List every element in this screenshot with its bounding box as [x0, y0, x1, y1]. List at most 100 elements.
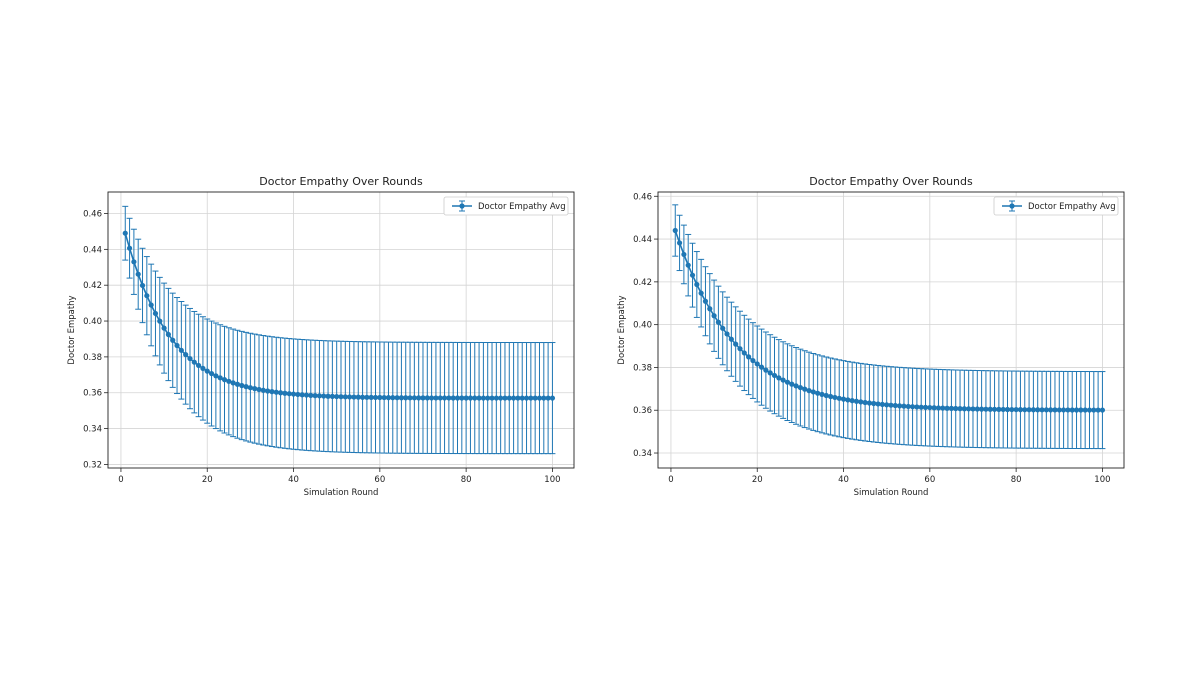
data-point: [754, 361, 760, 367]
data-point: [884, 402, 890, 408]
data-point: [213, 373, 219, 379]
data-point: [493, 395, 499, 401]
x-tick-label: 20: [202, 475, 213, 485]
data-point: [1004, 406, 1011, 413]
x-tick-label: 80: [461, 475, 472, 485]
x-tick-label: 40: [288, 475, 299, 485]
data-point: [862, 399, 868, 406]
data-point: [312, 393, 318, 399]
data-point: [545, 395, 551, 401]
data-point: [996, 406, 1002, 412]
data-point: [472, 395, 478, 401]
data-point: [797, 384, 803, 391]
data-point: [265, 388, 271, 394]
data-point: [776, 375, 782, 381]
data-point: [1086, 407, 1093, 413]
data-point: [784, 379, 791, 385]
data-point: [931, 405, 937, 411]
data-point: [948, 405, 955, 411]
x-tick-label: 60: [374, 475, 385, 485]
data-point: [720, 325, 726, 331]
series-line: [674, 230, 1103, 411]
data-point: [702, 298, 709, 304]
legend-box: [443, 196, 569, 216]
data-point: [875, 401, 881, 407]
data-point: [970, 406, 976, 412]
data-point: [135, 271, 141, 277]
y-tick-label: 0.34: [83, 425, 102, 435]
data-point: [819, 391, 825, 397]
data-point: [1013, 406, 1019, 413]
data-point: [746, 354, 752, 360]
data-point: [1091, 407, 1097, 413]
data-point: [528, 395, 534, 401]
data-point: [385, 395, 392, 401]
data-point: [1073, 407, 1080, 413]
y-tick-label: 0.44: [633, 235, 652, 245]
data-point: [715, 319, 722, 325]
y-tick-label: 0.46: [83, 210, 102, 220]
data-point: [922, 404, 929, 410]
data-point: [541, 395, 547, 401]
data-point: [476, 395, 482, 401]
data-point: [901, 403, 907, 409]
data-point: [832, 394, 838, 401]
data-point: [420, 395, 426, 401]
data-point: [131, 259, 137, 265]
data-point: [394, 395, 400, 401]
data-point: [909, 404, 916, 410]
data-point: [321, 393, 327, 399]
data-point: [1099, 407, 1106, 413]
data-point: [196, 362, 202, 369]
data-point: [459, 395, 465, 401]
y-tick-label: 0.32: [83, 460, 102, 470]
data-point: [260, 387, 266, 393]
data-point: [987, 406, 993, 412]
data-point: [157, 318, 163, 324]
data-point: [433, 395, 439, 401]
y-axis-label: Doctor Empathy: [617, 295, 627, 364]
y-tick-label: 0.38: [633, 363, 652, 373]
data-point: [711, 313, 717, 319]
x-axis-label: Simulation Round: [304, 488, 379, 498]
data-point: [411, 395, 417, 401]
data-point: [144, 293, 150, 299]
data-point: [446, 395, 452, 401]
data-point: [1060, 407, 1067, 413]
data-point: [1065, 407, 1071, 413]
data-point: [672, 227, 678, 234]
chart-title: Doctor Empathy Over Rounds: [809, 175, 973, 188]
data-point: [139, 282, 146, 289]
data-point: [377, 394, 383, 401]
data-point: [510, 395, 517, 401]
data-point: [737, 346, 743, 352]
data-point: [454, 395, 461, 401]
chart-title: Doctor Empathy Over Rounds: [259, 175, 423, 188]
data-point: [381, 394, 387, 401]
data-point: [342, 394, 348, 400]
data-point: [927, 404, 933, 411]
data-point: [286, 391, 292, 397]
data-point: [221, 377, 228, 383]
data-point: [1035, 407, 1041, 413]
data-point: [295, 391, 301, 398]
chart-right-svg: Doctor Empathy Over Rounds 0 20 40 60 80 100 0.…: [617, 175, 1125, 498]
data-point: [334, 393, 340, 400]
data-point: [1000, 406, 1006, 413]
data-point: [853, 398, 860, 404]
data-point: [758, 364, 765, 370]
data-point: [858, 399, 864, 405]
data-point: [325, 393, 331, 399]
data-point: [208, 370, 215, 377]
data-point: [1043, 407, 1049, 413]
data-point: [502, 395, 508, 401]
data-point: [269, 389, 275, 395]
data-point: [979, 406, 985, 412]
data-point: [866, 400, 873, 406]
data-point: [836, 395, 842, 401]
data-point: [424, 395, 430, 401]
plot-frame: [657, 191, 1125, 469]
y-tick-label: 0.36: [83, 389, 102, 399]
x-tick-label: 20: [752, 475, 763, 485]
data-point: [256, 386, 262, 393]
